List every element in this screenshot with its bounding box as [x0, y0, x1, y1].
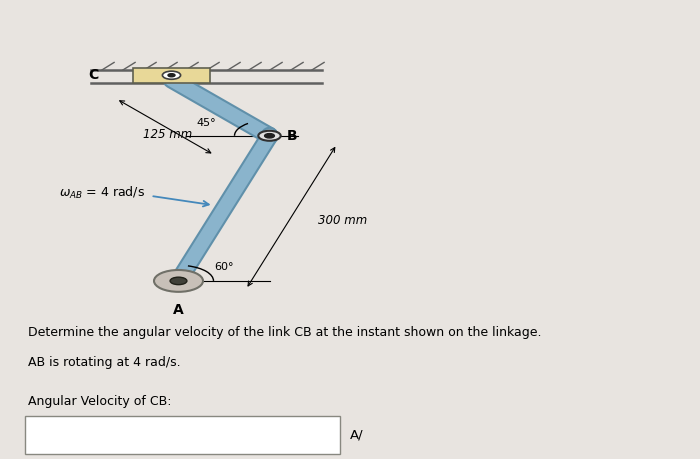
Circle shape	[162, 71, 181, 79]
Circle shape	[170, 277, 187, 285]
Bar	[133, 68, 210, 83]
Text: Angular Velocity of CB:: Angular Velocity of CB:	[28, 395, 172, 409]
Circle shape	[265, 134, 274, 138]
Text: Determine the angular velocity of the link CB at the instant shown on the linkag: Determine the angular velocity of the li…	[28, 326, 542, 339]
Circle shape	[154, 270, 203, 292]
Text: AB is rotating at 4 rad/s.: AB is rotating at 4 rad/s.	[28, 356, 181, 369]
Text: 60°: 60°	[214, 262, 234, 272]
Circle shape	[258, 131, 281, 141]
Circle shape	[168, 73, 175, 77]
Text: A: A	[173, 303, 184, 317]
Text: 125 mm: 125 mm	[143, 128, 192, 141]
Text: B: B	[287, 129, 298, 143]
Text: 45°: 45°	[197, 118, 216, 128]
Text: C: C	[88, 68, 98, 82]
Text: 300 mm: 300 mm	[318, 213, 368, 227]
Text: A/: A/	[350, 428, 363, 441]
FancyBboxPatch shape	[25, 416, 339, 453]
Text: $\omega_{AB}$ = 4 rad/s: $\omega_{AB}$ = 4 rad/s	[60, 185, 146, 201]
